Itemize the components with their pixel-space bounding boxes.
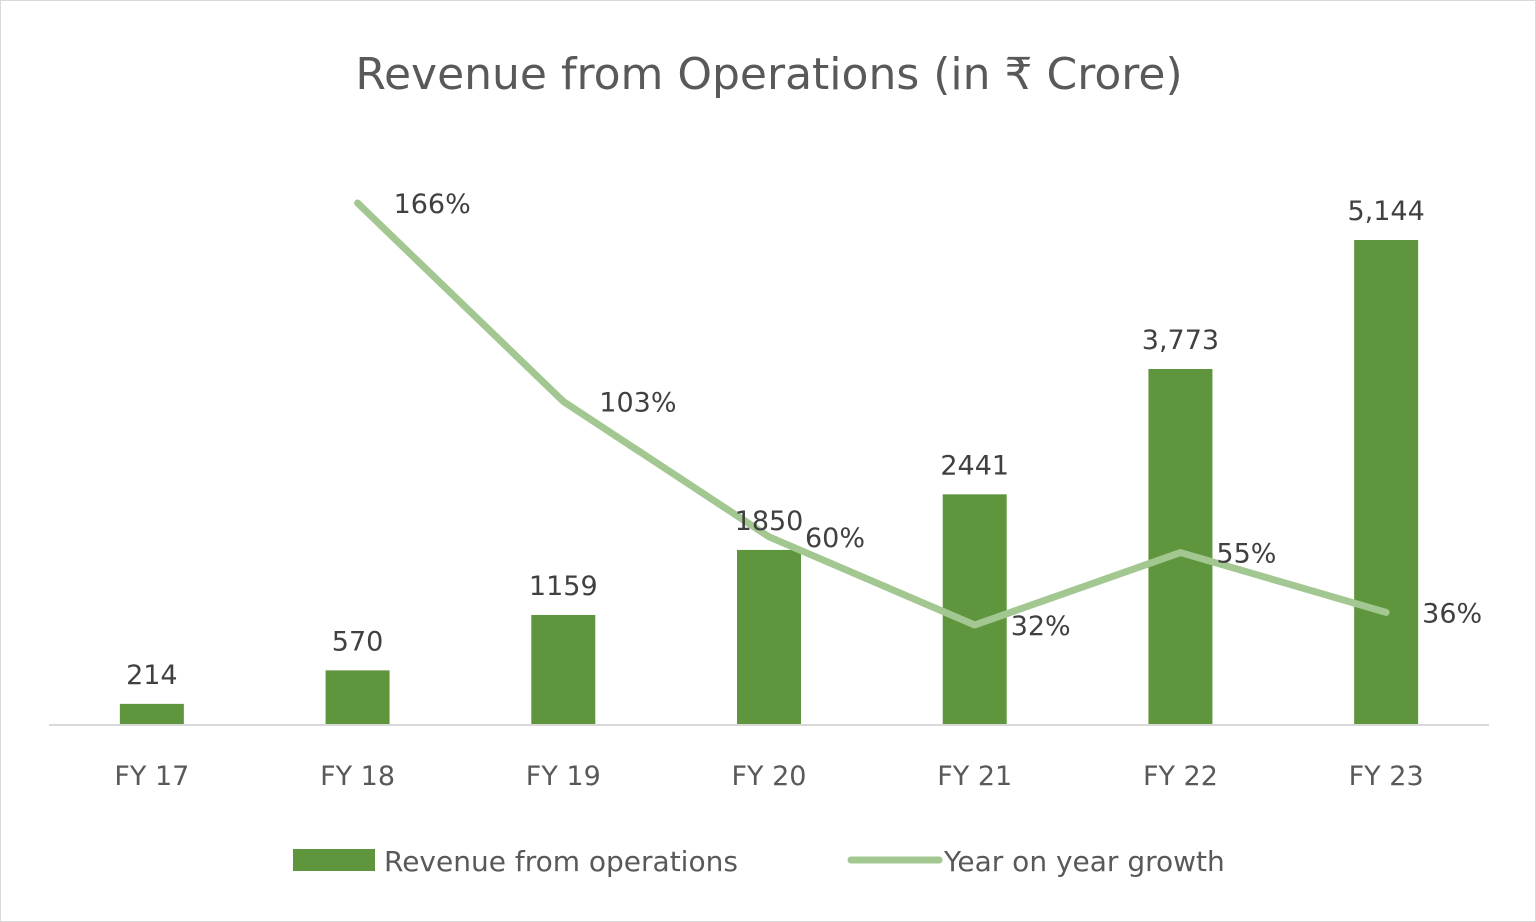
- growth-label: 55%: [1216, 539, 1276, 570]
- legend-line-label: Year on year growth: [943, 845, 1225, 878]
- revenue-bar: [531, 614, 596, 724]
- revenue-bar: [942, 494, 1007, 724]
- revenue-bar-label: 2441: [940, 450, 1009, 481]
- x-tick-label: FY 21: [937, 761, 1012, 792]
- x-tick-label: FY 19: [526, 761, 601, 792]
- revenue-bar: [325, 670, 390, 724]
- legend: Revenue from operations Year on year gro…: [293, 845, 1225, 878]
- x-tick-label: FY 22: [1143, 761, 1218, 792]
- revenue-bar: [1354, 240, 1419, 724]
- growth-label: 32%: [1011, 611, 1071, 642]
- growth-label: 166%: [394, 189, 471, 220]
- revenue-bar-label: 570: [332, 626, 384, 657]
- revenue-bar-label: 3,773: [1142, 325, 1219, 356]
- growth-label: 36%: [1422, 598, 1482, 629]
- legend-bar-swatch: [293, 849, 375, 871]
- line-series: [354, 199, 1390, 629]
- revenue-bar: [119, 703, 184, 724]
- x-tick-label: FY 18: [320, 761, 395, 792]
- chart-title: Revenue from Operations (in ₹ Crore): [355, 49, 1182, 100]
- x-tick-label: FY 17: [114, 761, 189, 792]
- x-tick-label: FY 20: [732, 761, 807, 792]
- revenue-bar: [737, 549, 801, 724]
- revenue-bar-label: 1159: [529, 571, 598, 602]
- revenue-bar-label: 214: [126, 660, 178, 691]
- growth-line: [354, 199, 1390, 629]
- growth-label: 103%: [599, 387, 676, 418]
- bar-data-labels: 214 570 1159 1850 2441 3,773 5,144: [126, 196, 1425, 691]
- bar-series: [119, 240, 1419, 724]
- revenue-bar-label: 5,144: [1347, 196, 1424, 227]
- revenue-bar-label: 1850: [735, 506, 804, 537]
- legend-bar-label: Revenue from operations: [384, 845, 738, 878]
- revenue-bar: [1148, 368, 1213, 724]
- line-data-labels: 166% 103% 60% 32% 55% 36%: [394, 189, 1483, 642]
- growth-label: 60%: [805, 523, 865, 554]
- x-tick-label: FY 23: [1349, 761, 1424, 792]
- x-axis-tick-labels: FY 17 FY 18 FY 19 FY 20 FY 21 FY 22 FY 23: [114, 761, 1423, 792]
